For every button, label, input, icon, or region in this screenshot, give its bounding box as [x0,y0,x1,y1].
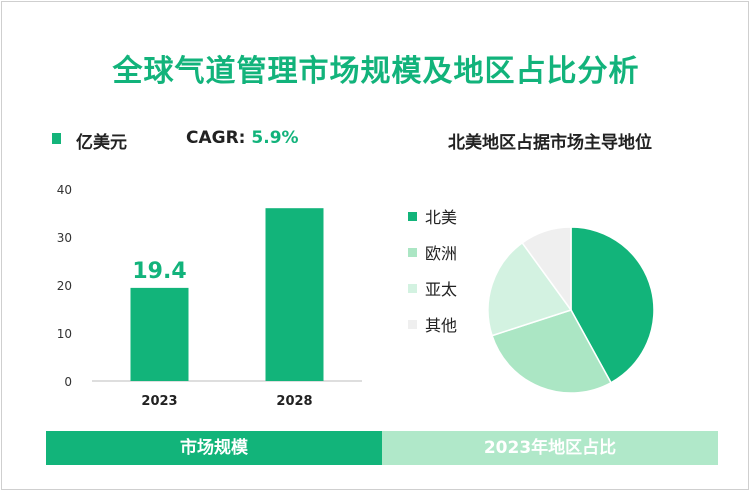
footer-market-size: 市场规模 [46,431,382,465]
bar-data-label: 19.4 [132,259,186,284]
y-tick-label: 10 [57,327,72,341]
footer-region-share: 2023年地区占比 [382,431,718,465]
legend-swatch [408,212,417,221]
pie-chart [487,226,655,394]
bar-legend-swatch [52,133,61,144]
pie-slice-1 [570,226,655,384]
x-tick-label: 2023 [141,394,177,409]
pie-slice-3 [487,241,573,337]
y-tick-label: 0 [64,375,72,389]
bar-unit-label: 亿美元 [76,133,127,153]
legend-swatch [408,248,417,257]
legend-swatch [408,320,417,329]
pie-title: 北美地区占据市场主导地位 [448,133,652,153]
cagr-text: CAGR: [186,128,252,148]
cagr-value: 5.9% [251,128,299,148]
legend-label: 北美 [425,208,458,227]
legend-swatch [408,284,417,293]
pie-slice-4 [521,226,572,313]
bar-2023 [130,287,189,381]
y-tick-label: 40 [57,183,72,197]
page-title: 全球气道管理市场规模及地区占比分析 [112,54,640,89]
legend-label: 欧洲 [425,244,458,263]
bar-2028 [265,208,324,381]
bar-chart: 0 10 20 30 40 2023 19.4 2028 [57,183,362,409]
legend-label: 亚太 [425,280,458,299]
y-tick-label: 30 [57,231,72,245]
cagr-label: CAGR: 5.9% [186,128,299,148]
pie-slice-2 [491,309,613,394]
x-tick-label: 2028 [276,394,312,409]
legend-label: 其他 [425,316,458,335]
y-tick-label: 20 [57,279,72,293]
